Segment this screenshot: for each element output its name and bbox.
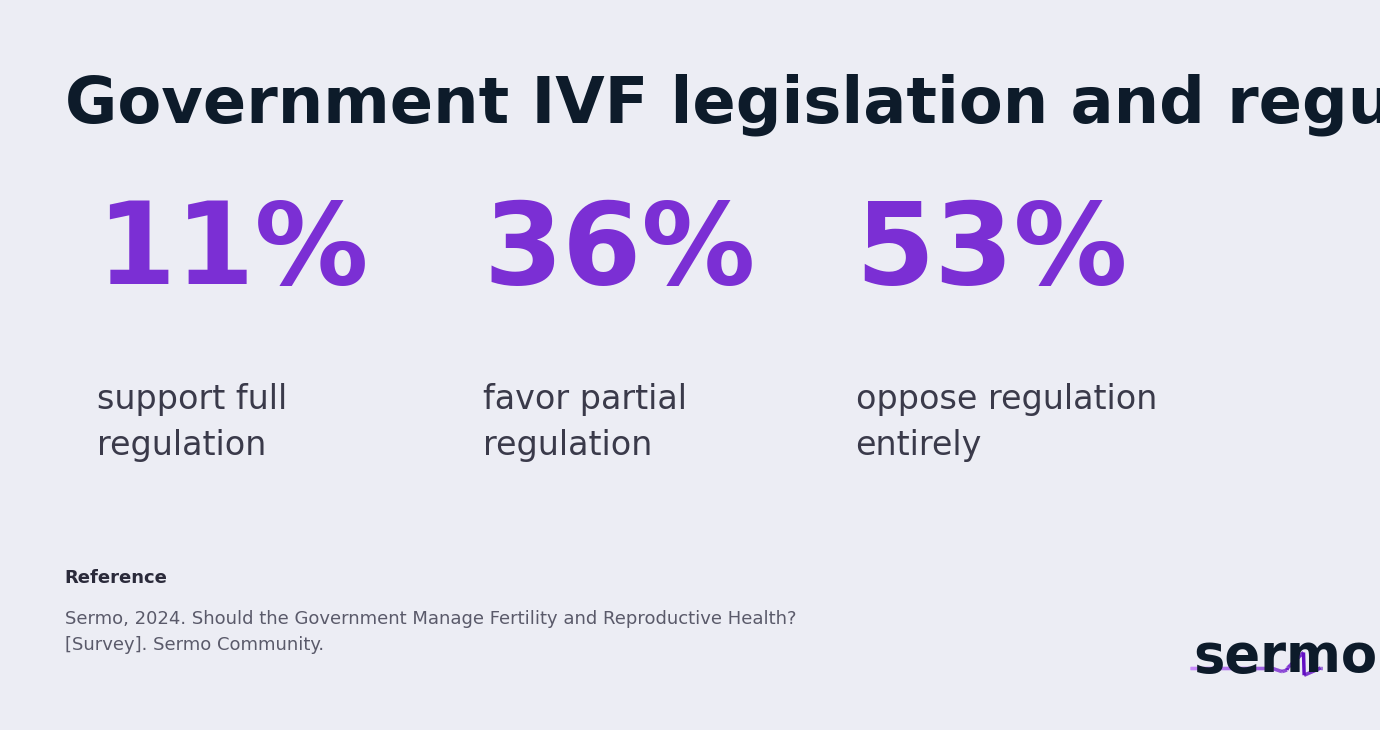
Text: 53%: 53%: [856, 197, 1127, 308]
Text: sermo: sermo: [1194, 631, 1377, 683]
Text: favor partial
regulation: favor partial regulation: [483, 383, 687, 462]
Text: support full
regulation: support full regulation: [97, 383, 287, 462]
Text: Government IVF legislation and regulation: Government IVF legislation and regulatio…: [65, 73, 1380, 136]
Text: oppose regulation
entirely: oppose regulation entirely: [856, 383, 1156, 462]
Text: 36%: 36%: [483, 197, 755, 308]
Text: 11%: 11%: [97, 197, 368, 308]
Text: Sermo, 2024. Should the Government Manage Fertility and Reproductive Health?
[Su: Sermo, 2024. Should the Government Manag…: [65, 610, 796, 654]
Text: Reference: Reference: [65, 569, 168, 588]
